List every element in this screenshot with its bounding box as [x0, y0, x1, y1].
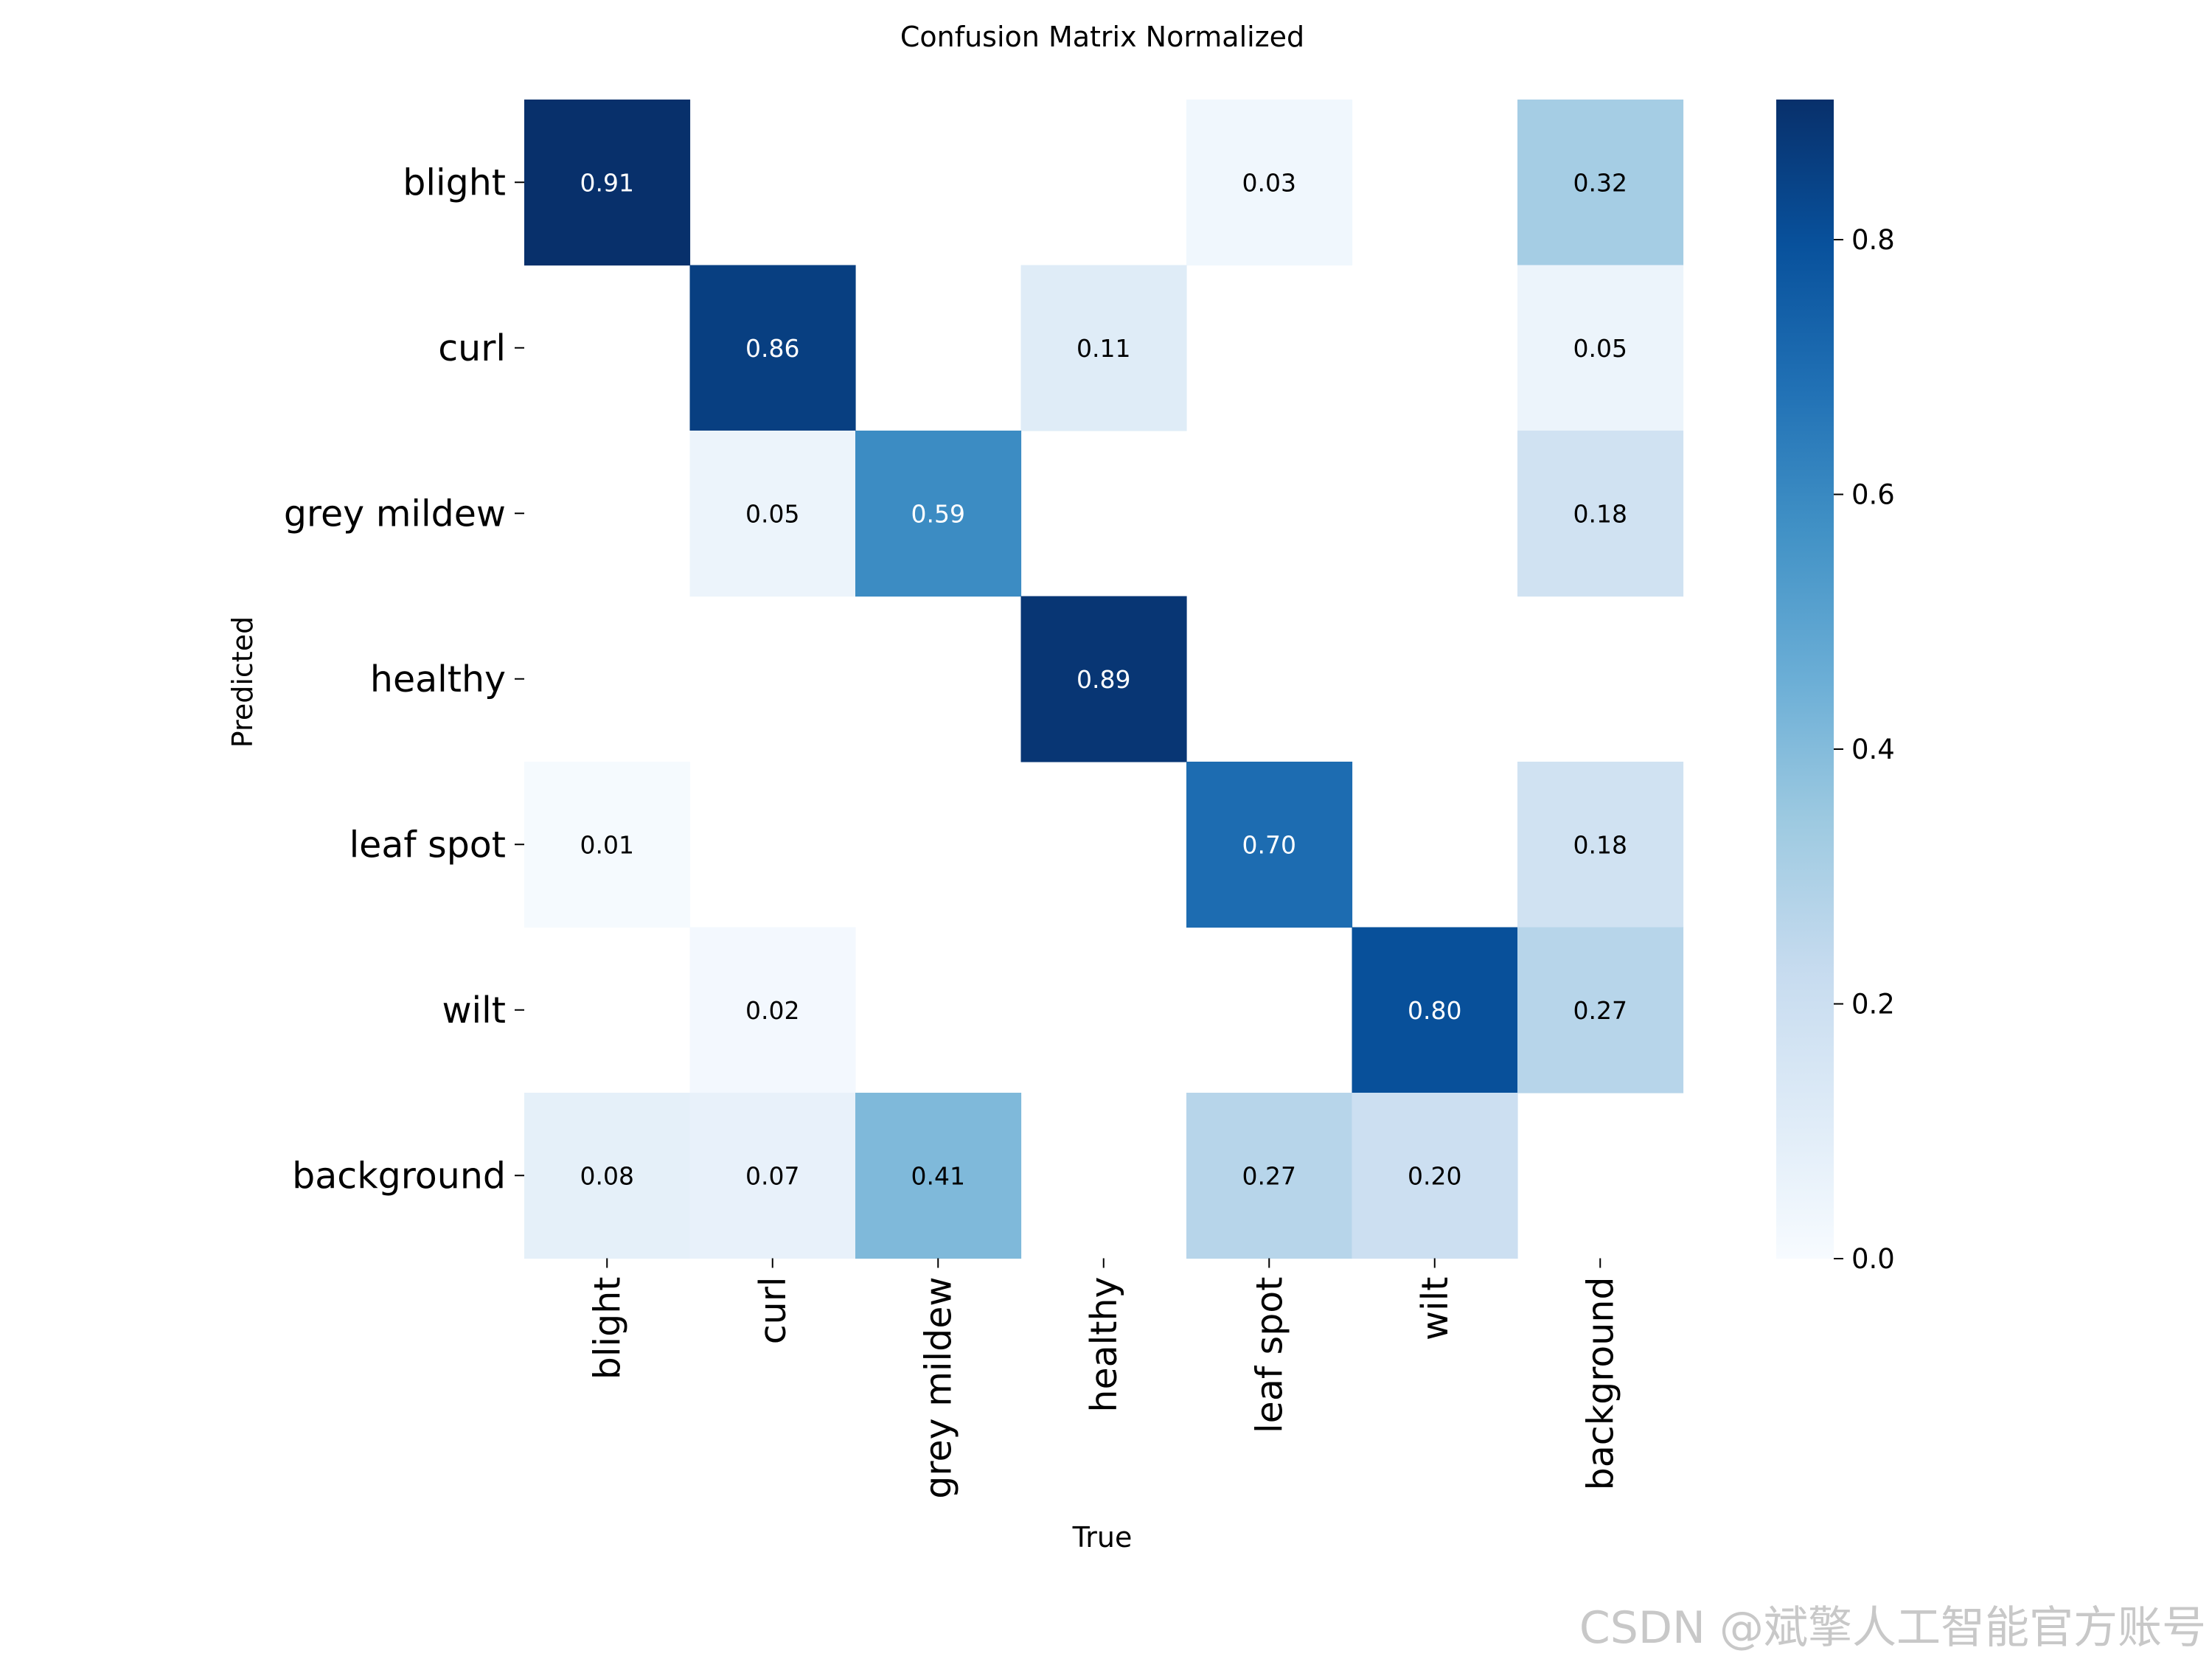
cell-label-1-1: 0.86: [745, 334, 799, 363]
cell-label-0-6: 0.32: [1573, 168, 1627, 197]
cell-label-0-0: 0.91: [580, 168, 634, 197]
cell-label-0-4: 0.03: [1242, 168, 1296, 197]
y-tick-label: healthy: [370, 658, 506, 700]
cell-label-6-4: 0.27: [1242, 1161, 1296, 1190]
cell-label-4-0: 0.01: [580, 830, 634, 859]
cell-6-5: [1352, 1093, 1518, 1259]
y-tick-label: background: [292, 1155, 506, 1197]
cell-0-6: [1517, 100, 1684, 266]
y-tick-label: leaf spot: [349, 824, 506, 866]
y-tick-label: wilt: [442, 990, 506, 1032]
cell-5-6: [1517, 927, 1684, 1093]
cell-6-2: [855, 1093, 1022, 1259]
y-axis-label: Predicted: [226, 616, 259, 748]
cell-label-6-5: 0.20: [1408, 1161, 1461, 1190]
cell-6-0: [524, 1093, 691, 1259]
x-tick-label: grey mildew: [917, 1277, 959, 1499]
cell-label-5-5: 0.80: [1408, 996, 1461, 1025]
cell-label-2-1: 0.05: [745, 499, 799, 528]
colorbar-tick-label: 0.0: [1851, 1243, 1895, 1275]
cell-2-6: [1517, 431, 1684, 597]
cell-5-1: [689, 927, 856, 1093]
y-tick-label: grey mildew: [284, 493, 506, 535]
cell-label-2-6: 0.18: [1573, 499, 1627, 528]
x-tick-label: curl: [752, 1277, 794, 1345]
colorbar-tick-label: 0.4: [1851, 734, 1895, 765]
y-tick-label: curl: [438, 327, 506, 369]
cell-label-5-6: 0.27: [1573, 996, 1627, 1025]
cell-label-6-2: 0.41: [911, 1161, 965, 1190]
colorbar-tick-label: 0.8: [1851, 224, 1895, 256]
y-axis-ticks: blight curl grey mildew healthy leaf spot wil…: [284, 161, 524, 1197]
cell-label-4-4: 0.70: [1242, 830, 1296, 859]
cell-6-1: [689, 1093, 856, 1259]
x-tick-label: healthy: [1083, 1277, 1125, 1413]
cell-1-3: [1020, 265, 1187, 431]
cell-1-6: [1517, 265, 1684, 431]
cell-4-4: [1186, 762, 1353, 928]
cell-label-3-3: 0.89: [1077, 665, 1130, 694]
cell-label-6-1: 0.07: [745, 1161, 799, 1190]
cell-label-1-3: 0.11: [1077, 334, 1130, 363]
x-tick-label: leaf spot: [1248, 1277, 1290, 1433]
x-tick-label: background: [1579, 1277, 1621, 1491]
cell-label-1-6: 0.05: [1573, 334, 1627, 363]
chart-title: Confusion Matrix Normalized: [900, 21, 1304, 53]
colorbar: 0.0 0.2 0.4 0.6 0.8: [1776, 100, 1895, 1275]
y-tick-label: blight: [403, 161, 506, 204]
cell-label-4-6: 0.18: [1573, 830, 1627, 859]
cell-2-2: [855, 431, 1022, 597]
cell-label-6-0: 0.08: [580, 1161, 634, 1190]
colorbar-tick-label: 0.2: [1851, 989, 1895, 1020]
cell-label-2-2: 0.59: [911, 499, 965, 528]
cell-0-4: [1186, 100, 1353, 266]
x-tick-label: blight: [586, 1277, 628, 1380]
cell-4-6: [1517, 762, 1684, 928]
cell-label-5-1: 0.02: [745, 996, 799, 1025]
cell-5-5: [1352, 927, 1518, 1093]
cell-4-0: [524, 762, 691, 928]
colorbar-tick-label: 0.6: [1851, 479, 1895, 511]
colorbar-gradient: [1776, 100, 1834, 1259]
heatmap-cells: 0.91 0.03 0.32 0.86 0.11 0.05 0.05 0.59 0.18 0.89…: [524, 100, 1684, 1259]
x-axis-ticks: blight curl grey mildew healthy leaf spot wil…: [586, 1258, 1621, 1499]
cell-2-1: [689, 431, 856, 597]
x-axis-label: True: [1072, 1521, 1133, 1554]
cell-6-4: [1186, 1093, 1353, 1259]
cell-3-3: [1020, 596, 1187, 762]
x-tick-label: wilt: [1414, 1277, 1456, 1341]
cell-0-0: [524, 100, 691, 266]
watermark-text: CSDN @斌擎人工智能官方账号: [1579, 1602, 2206, 1654]
cell-1-1: [689, 265, 856, 431]
